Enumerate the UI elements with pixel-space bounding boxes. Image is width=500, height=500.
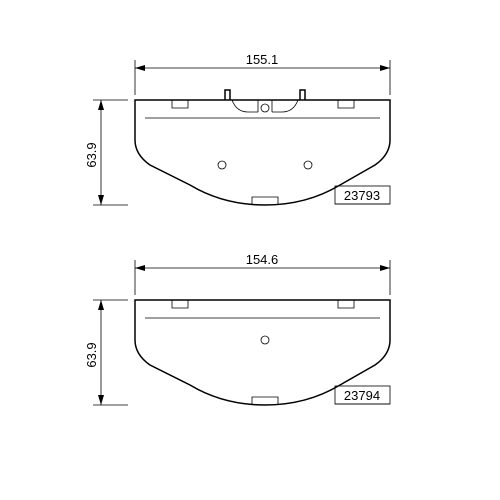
bottom-part-number: 23794 (335, 386, 390, 404)
top-part-number: 23793 (335, 186, 390, 204)
top-height-value: 63.9 (84, 142, 99, 167)
top-part-number-value: 23793 (344, 188, 380, 203)
technical-drawing: { "drawing": { "background_color": "#fff… (0, 0, 500, 500)
top-width-value: 155.1 (246, 52, 279, 67)
top-height-dimension: 63.9 (84, 100, 128, 205)
bottom-width-dimension: 154.6 (135, 252, 390, 295)
bottom-height-dimension: 63.9 (84, 300, 128, 405)
top-width-dimension: 155.1 (135, 52, 390, 95)
drawing-svg: 155.1 63.9 23793 (0, 0, 500, 500)
bottom-width-value: 154.6 (246, 252, 279, 267)
bottom-height-value: 63.9 (84, 342, 99, 367)
bottom-part-number-value: 23794 (344, 388, 380, 403)
